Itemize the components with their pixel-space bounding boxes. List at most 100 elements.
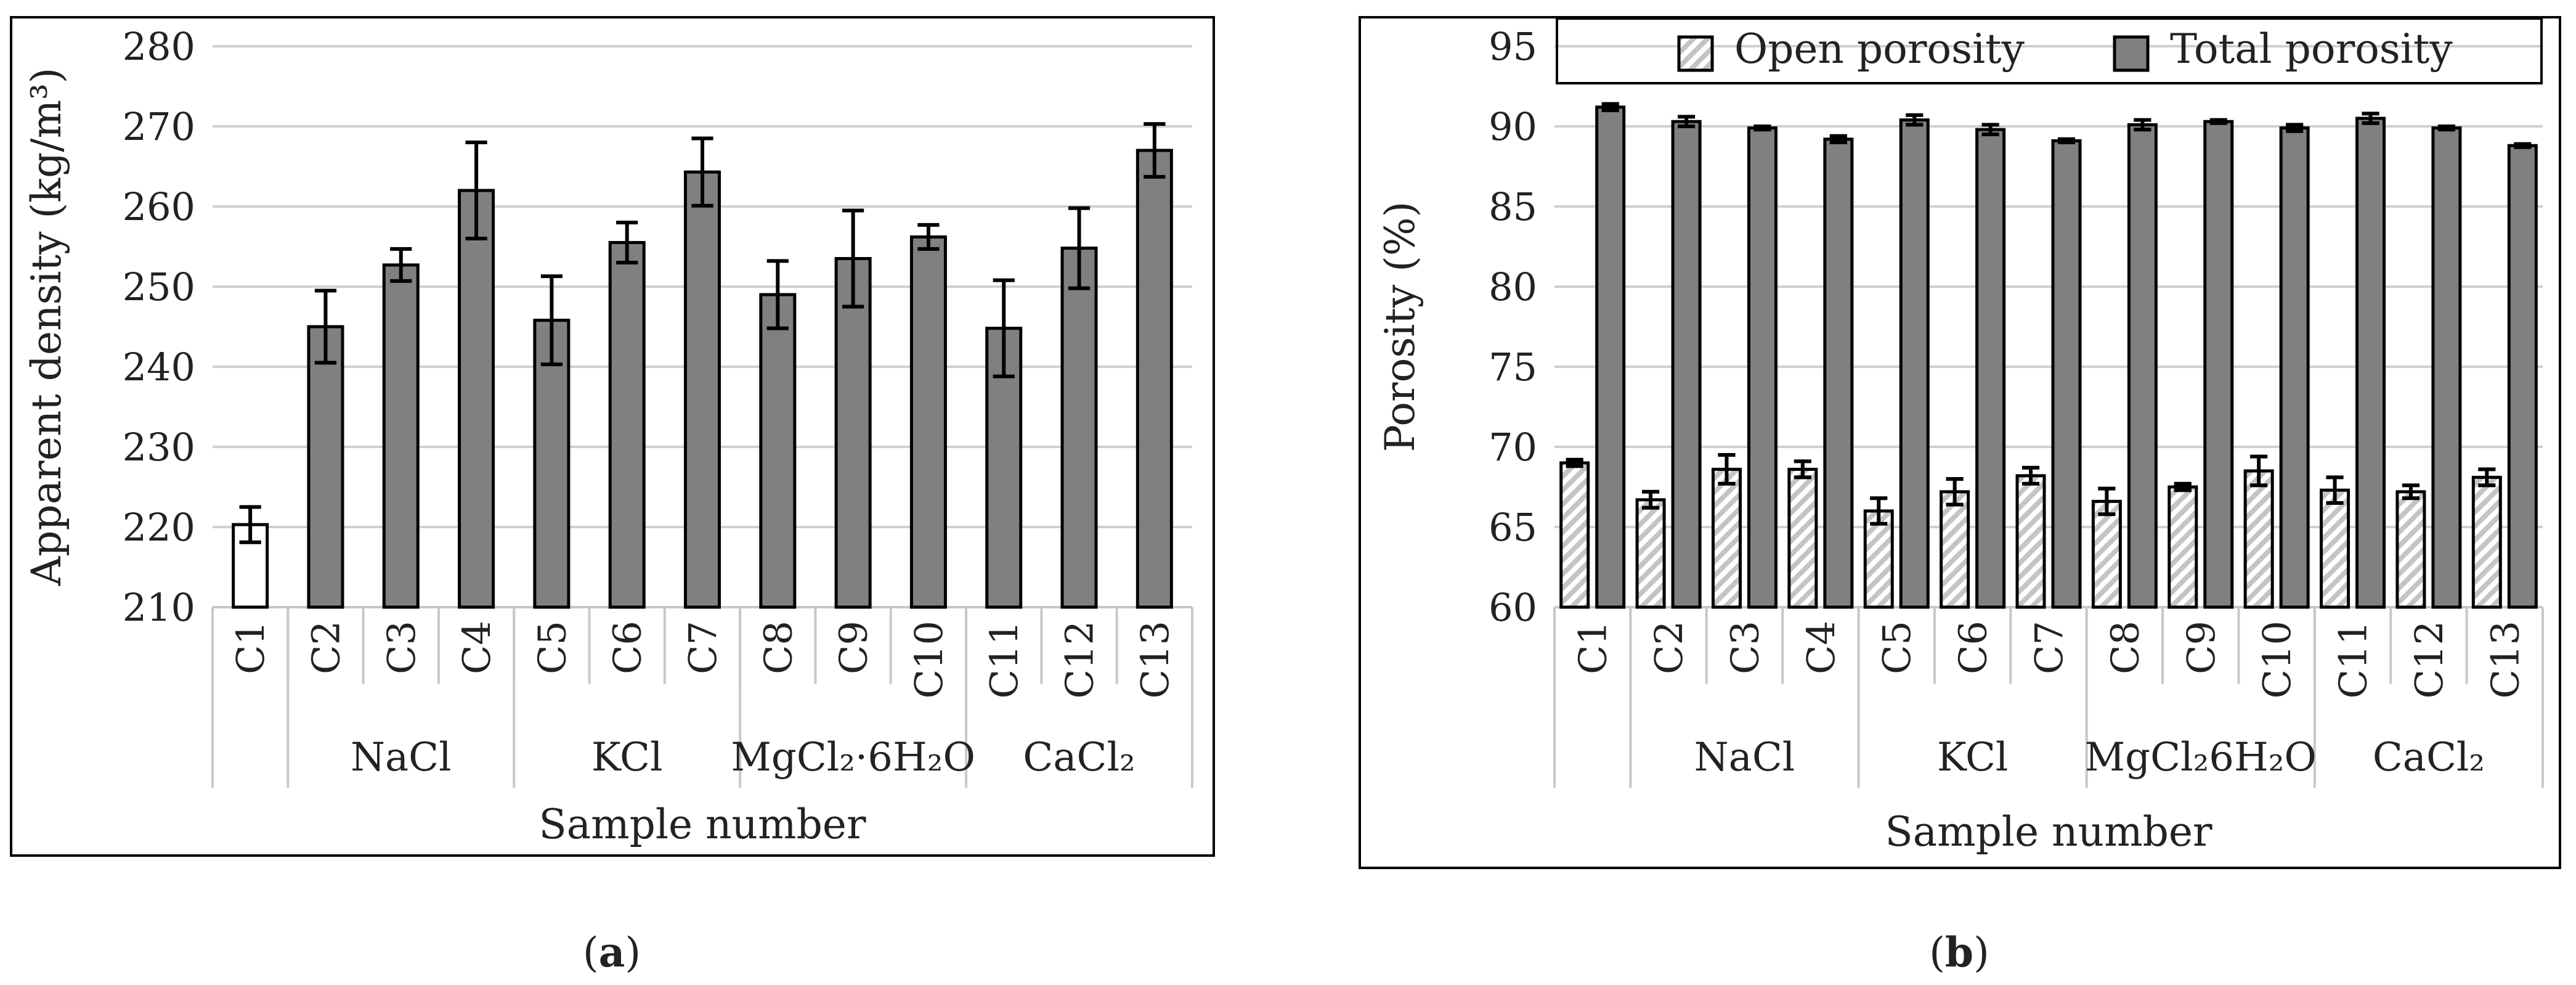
y-tick-label: 80 [1489, 264, 1537, 309]
open-porosity-bar [2471, 475, 2502, 609]
error-bar [1678, 115, 1696, 128]
y-tick-label: 75 [1489, 345, 1537, 390]
group-label: MgCl₂·6H₂O [731, 735, 975, 780]
y-tick-label: 90 [1489, 104, 1537, 149]
x-tick-label: C2 [303, 621, 348, 674]
error-bar [2402, 483, 2420, 501]
open-porosity-bar [1940, 490, 1970, 609]
x-tick-label: C9 [831, 621, 876, 674]
total-porosity-bar [2355, 116, 2386, 609]
total-porosity-bar [2507, 144, 2538, 609]
group-label: KCl [591, 735, 663, 780]
error-bar [2209, 118, 2227, 125]
legend-label: Total porosity [2170, 25, 2453, 73]
open-porosity-bar [1711, 467, 1742, 609]
error-bar [2174, 481, 2192, 492]
total-porosity-bar [1671, 120, 1702, 609]
total-porosity-bar [1595, 105, 1626, 609]
total-porosity-bar [1747, 126, 1778, 609]
legend-swatch [2113, 35, 2150, 72]
error-bar [1946, 477, 1964, 507]
x-tick-label: C4 [1798, 621, 1843, 674]
y-tick-label: 70 [1489, 425, 1537, 470]
error-bar [1068, 206, 1091, 290]
apparent-density-bar [1136, 149, 1173, 609]
total-porosity-bar [1823, 137, 1854, 609]
apparent-density-bar [382, 263, 420, 609]
error-bar [2362, 112, 2379, 125]
error-bar [1601, 102, 1619, 112]
error-bar [2250, 454, 2268, 488]
error-bar [2098, 486, 2116, 517]
y-tick-label: 280 [123, 24, 195, 69]
apparent-density-bar [834, 257, 872, 609]
total-porosity-bar [2127, 123, 2158, 609]
x-tick-label: C4 [454, 621, 499, 674]
legend-box [1556, 17, 2543, 84]
total-porosity-bar [1975, 128, 2006, 609]
error-bar [1753, 125, 1771, 132]
apparent-density-bar [307, 325, 344, 609]
group-label: CaCl₂ [1023, 735, 1135, 780]
y-tick-label: 85 [1489, 184, 1537, 229]
error-bar [1144, 122, 1166, 179]
group-label: NaCl [351, 735, 452, 780]
y-tick-label: 65 [1489, 505, 1537, 550]
apparent-density-bar [533, 319, 571, 609]
error-bar [2057, 137, 2076, 144]
x-tick-label: C9 [2179, 621, 2224, 674]
group-label: CaCl₂ [2373, 735, 2485, 780]
density-chart-panel: 210 220 230 240 250 260 270 280 NaCl KCl MgCl₂·6H₂… [10, 16, 1215, 976]
error-bar [1906, 113, 1924, 127]
y-tick-label: 260 [123, 184, 195, 229]
x-tick-label: C5 [529, 621, 574, 674]
x-tick-label: C7 [680, 621, 725, 674]
error-bar [616, 221, 638, 264]
x-tick-label: C13 [2482, 621, 2527, 698]
apparent-density-bar [909, 235, 947, 609]
open-porosity-bar [2243, 469, 2274, 609]
x-axis-title: Sample number [539, 801, 866, 848]
open-porosity-bar [1559, 461, 1590, 609]
error-bar [993, 278, 1015, 378]
porosity-chart-panel: 60 65 70 75 80 85 90 95 NaCl KCl MgCl₂6H₂O CaCl₂ C1 C… [1359, 16, 2561, 976]
total-porosity-bar [1899, 118, 1930, 609]
x-tick-label: C11 [2331, 621, 2376, 698]
y-tick-label: 95 [1489, 24, 1537, 69]
apparent-density-bar [608, 241, 646, 609]
open-porosity-bar [2320, 488, 2350, 609]
x-tick-label: C6 [605, 621, 650, 674]
error-bar [2021, 465, 2040, 486]
x-tick-label: C13 [1132, 621, 1177, 698]
error-bar [2286, 123, 2304, 133]
error-bar [917, 223, 940, 251]
apparent-density-bar [759, 293, 797, 609]
error-bar [2437, 125, 2455, 132]
error-bar [1870, 496, 1888, 526]
error-bar [766, 259, 789, 330]
total-porosity-bar [2203, 120, 2234, 609]
y-tick-label: 60 [1489, 585, 1537, 630]
y-axis-title: Porosity (%) [1376, 202, 1424, 452]
error-bar [691, 136, 713, 208]
y-axis-title: Apparent density (kg/m³) [23, 68, 70, 587]
density-chart-frame [10, 16, 1215, 857]
error-bar [1981, 123, 1999, 136]
error-bar [2326, 475, 2344, 505]
error-bar [1642, 489, 1660, 510]
error-bar [540, 274, 563, 367]
open-porosity-bar [2395, 490, 2426, 609]
open-porosity-bar [2168, 485, 2198, 609]
x-tick-label: C3 [379, 621, 424, 674]
x-tick-label: C1 [228, 621, 273, 674]
group-label: MgCl₂6H₂O [2085, 735, 2317, 780]
total-porosity-bar [2051, 139, 2082, 609]
error-bar [1566, 457, 1583, 468]
x-tick-label: C8 [755, 621, 800, 674]
x-tick-label: C5 [1874, 621, 1919, 674]
legend-swatch [1677, 35, 1714, 72]
x-tick-label: C1 [1570, 621, 1615, 674]
group-label: KCl [1937, 735, 2009, 780]
panel-label: (b) [1929, 928, 1989, 976]
error-bar [239, 505, 261, 544]
